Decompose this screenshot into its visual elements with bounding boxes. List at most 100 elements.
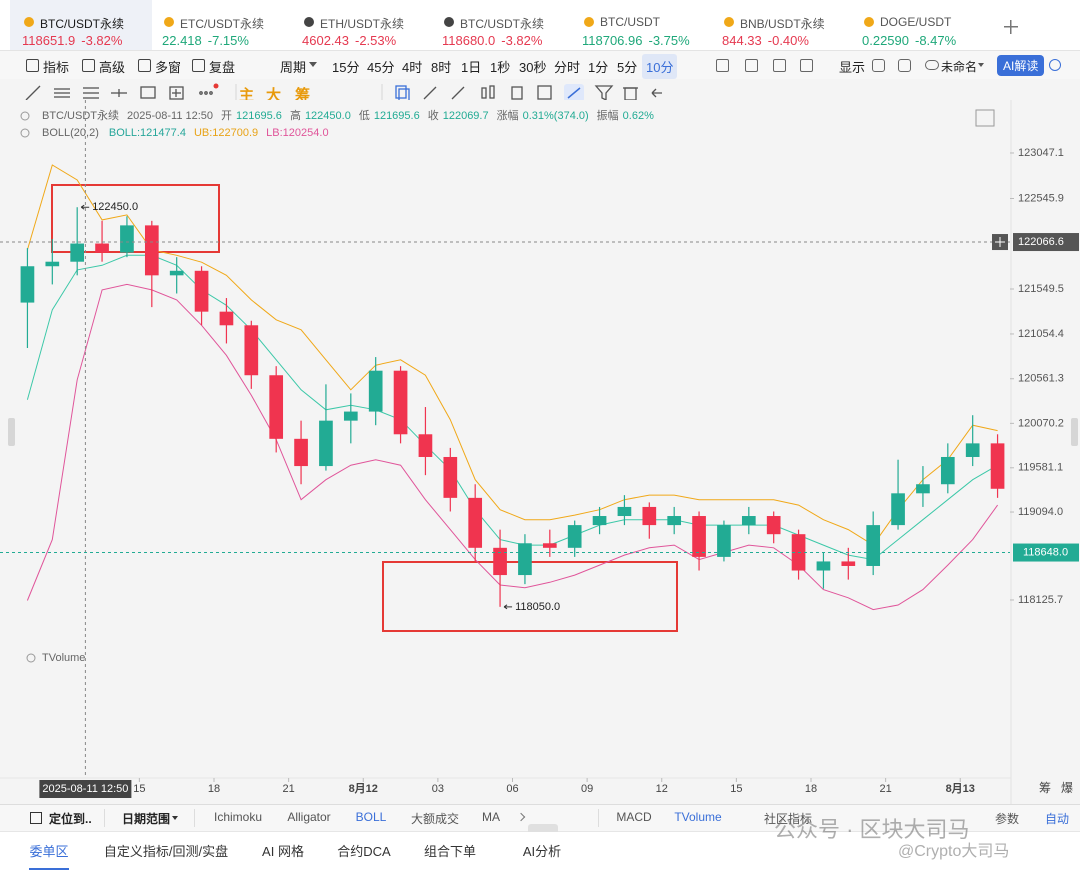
candle-body: [592, 516, 607, 526]
dropdown-caret: [172, 816, 178, 820]
footer-tab[interactable]: 自定义指标/回测/实盘: [103, 844, 229, 859]
locate-button[interactable]: 定位到..: [49, 812, 92, 826]
toolbar-item[interactable]: 显示: [839, 60, 866, 75]
indicator-value: UB:122700.9: [194, 127, 258, 139]
tab-price: 22.418: [162, 33, 202, 48]
crosshair-price-box: [1013, 233, 1079, 252]
interval-button[interactable]: 1秒: [490, 60, 511, 75]
x-tick-label: 18: [208, 783, 220, 795]
footer-tab[interactable]: 合约DCA: [337, 844, 391, 859]
toolbar-item[interactable]: 指标: [43, 60, 70, 75]
tab-name[interactable]: ETC/USDT永续: [180, 17, 265, 31]
candle-body: [443, 456, 458, 498]
axis-option[interactable]: 参数: [994, 812, 1020, 826]
indicator-tab[interactable]: Alligator: [287, 810, 331, 824]
draw-tool[interactable]: 大: [266, 87, 282, 104]
tab-price: 844.33: [722, 33, 762, 48]
toolbar-item[interactable]: 周期: [280, 60, 307, 75]
interval-button[interactable]: 30秒: [519, 60, 547, 75]
candle-body: [120, 225, 134, 253]
watermark: 公众号 · 区块大司马: [774, 817, 970, 842]
axis-option[interactable]: 自动: [1044, 812, 1070, 826]
tab-icon: [304, 17, 314, 27]
add-tab[interactable]: [1004, 20, 1018, 34]
tab-name[interactable]: ETH/USDT永续: [320, 17, 405, 31]
interval-button[interactable]: 1日: [461, 60, 482, 75]
layout-name[interactable]: 未命名: [941, 60, 978, 74]
toolbar-icon: [192, 59, 205, 72]
chart-background: [0, 100, 1080, 804]
indicator-tab[interactable]: Ichimoku: [213, 810, 263, 824]
footer-tab[interactable]: AI 网格: [262, 844, 304, 859]
interval-button[interactable]: 10分: [642, 54, 678, 79]
toolbar: 指标 高级 多窗 复盘 周期 15分 45分 4时 8时 1日 1秒 30秒 分时 1分 5分 10分 显示 未命…: [0, 51, 1080, 79]
y-tick-label: 123047.1: [1018, 147, 1064, 159]
tab-name[interactable]: BNB/USDT永续: [740, 17, 825, 31]
tab-name[interactable]: BTC/USDT: [600, 15, 660, 29]
candle-body: [642, 506, 657, 526]
tab-icon: [164, 17, 174, 27]
toggle-icon: [20, 111, 30, 121]
footer-tab[interactable]: AI分析: [522, 844, 562, 859]
indicator-tab[interactable]: MACD: [616, 810, 652, 824]
candle-body: [95, 243, 109, 253]
indicator-tab[interactable]: 社区指标: [763, 812, 813, 826]
toolbar-item[interactable]: 复盘: [209, 60, 236, 75]
date-range[interactable]: 日期范围: [122, 812, 171, 826]
interval-button[interactable]: 1分: [588, 60, 609, 75]
tab-price: 118651.9: [22, 33, 76, 48]
candle-body: [841, 561, 856, 566]
toolbar-item[interactable]: 高级: [99, 60, 126, 75]
band-line: [26, 254, 998, 561]
toolbar-icon: [800, 59, 813, 72]
tab-change: -2.53%: [355, 33, 397, 48]
footer-tab[interactable]: 组合下单: [423, 844, 477, 859]
draw-tool[interactable]: 主: [239, 87, 255, 104]
x-tick-label: 03: [432, 783, 444, 795]
interval-button[interactable]: 5分: [617, 60, 638, 75]
toolbar-item[interactable]: 多窗: [155, 60, 182, 75]
indicator-tab[interactable]: 大额成交: [410, 812, 460, 826]
candle-body: [766, 516, 781, 535]
info-text: 开: [221, 110, 232, 122]
x-tick-label: 09: [581, 783, 593, 795]
x-tick-label: 18: [805, 783, 817, 795]
footer-tab[interactable]: 委单区: [29, 844, 69, 859]
active-tab-bg: [10, 0, 152, 50]
candle-body: [717, 525, 731, 557]
info-text: 121695.6: [236, 110, 282, 122]
tab-name[interactable]: DOGE/USDT: [880, 15, 952, 29]
pane-handle: [1071, 418, 1078, 446]
candle-body: [965, 443, 980, 457]
interval-button[interactable]: 分时: [554, 60, 581, 75]
drawing-icons: [25, 83, 383, 102]
interval-button[interactable]: 15分: [332, 60, 360, 75]
ai-button[interactable]: AI解读: [997, 55, 1045, 76]
x-tick-label: 8月12: [349, 782, 378, 795]
interval-button[interactable]: 45分: [367, 60, 395, 75]
interval-button[interactable]: 8时: [431, 60, 452, 75]
draw-tool[interactable]: 筹: [295, 87, 311, 104]
tab-change: -3.82%: [501, 33, 543, 48]
toggle-icon: [20, 128, 30, 138]
locate-icon: [30, 812, 42, 824]
x-tick-label: 06: [506, 783, 518, 795]
tab-name[interactable]: BTC/USDT永续: [460, 17, 545, 31]
indicator-tab[interactable]: TVolume: [674, 810, 722, 824]
candle-body: [891, 493, 905, 526]
info-text: 122069.7: [443, 110, 489, 122]
watermark: @Crypto大司马: [898, 843, 1010, 860]
indicator-tab[interactable]: BOLL: [355, 810, 387, 824]
interval-button[interactable]: 4时: [402, 60, 423, 75]
y-tick-label: 119094.0: [1018, 506, 1063, 518]
tab-icon: [724, 17, 734, 27]
indicator-tab[interactable]: MA: [482, 810, 500, 824]
y-tick-label: 122545.9: [1018, 192, 1064, 204]
tab-name[interactable]: BTC/USDT永续: [40, 17, 125, 31]
info-text: 121695.6: [374, 110, 420, 122]
toolbar-icon: [872, 59, 885, 72]
tab-icon: [864, 17, 874, 27]
axis-side-label: 筹: [1039, 781, 1051, 795]
candle-body: [940, 456, 955, 485]
